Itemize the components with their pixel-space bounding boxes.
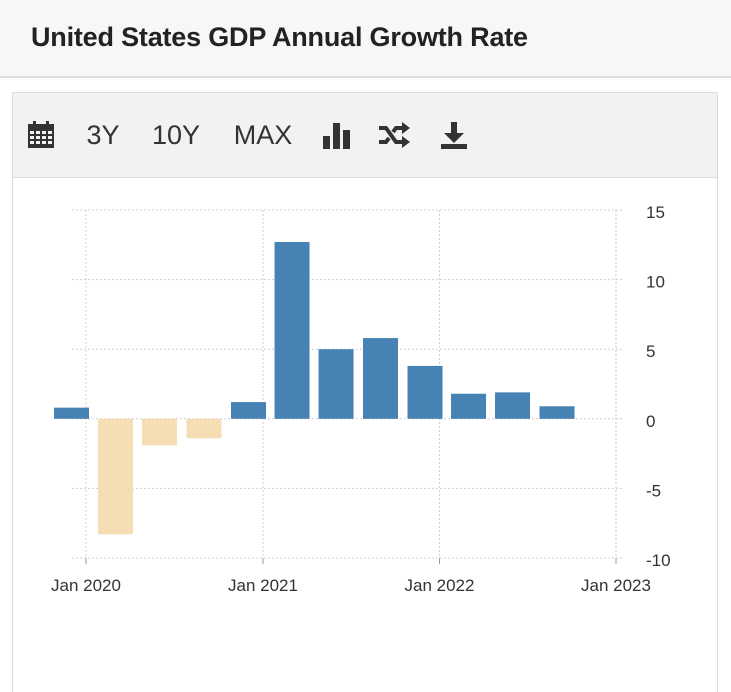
bar xyxy=(451,393,487,419)
y-tick-label: 10 xyxy=(646,273,665,292)
bar xyxy=(407,365,443,419)
page-title: United States GDP Annual Growth Rate xyxy=(31,22,528,52)
calendar-icon xyxy=(28,121,54,148)
chart-bars xyxy=(54,242,575,535)
bar xyxy=(54,407,90,419)
y-tick-label: 0 xyxy=(646,412,655,431)
page-header: United States GDP Annual Growth Rate xyxy=(0,0,731,78)
chart-axis-labels: 15 10 5 0 -5 -10 Jan 2020 Jan 2021 Jan 2022 Jan 2… xyxy=(51,203,671,595)
download-button[interactable] xyxy=(438,93,470,177)
x-tick-label: Jan 2020 xyxy=(51,576,121,595)
bar xyxy=(495,392,531,419)
chart-toolbar: 3Y 10Y MAX xyxy=(13,93,717,178)
bar xyxy=(186,418,222,439)
y-tick-label: 15 xyxy=(646,203,665,222)
gdp-bar-chart: 15 10 5 0 -5 -10 Jan 2020 Jan 2021 Jan 2022 Jan 2… xyxy=(51,203,671,595)
y-tick-label: -10 xyxy=(646,551,671,570)
bar xyxy=(231,402,267,419)
bar xyxy=(363,338,399,419)
range-3y-button[interactable]: 3Y xyxy=(86,119,120,150)
range-max-button[interactable]: MAX xyxy=(233,119,293,150)
range-10y-button[interactable]: 10Y xyxy=(151,119,201,150)
x-tick-label: Jan 2021 xyxy=(228,576,298,595)
shuffle-icon xyxy=(379,122,410,148)
x-tick-label: Jan 2023 xyxy=(581,576,651,595)
compare-button[interactable] xyxy=(376,93,412,177)
calendar-button[interactable] xyxy=(25,93,57,177)
download-icon xyxy=(441,122,467,149)
chart-grid xyxy=(72,209,622,564)
y-tick-label: -5 xyxy=(646,481,661,500)
x-tick-label: Jan 2022 xyxy=(405,576,475,595)
chart-type-button[interactable] xyxy=(321,93,353,177)
bar xyxy=(98,418,134,535)
y-tick-label: 5 xyxy=(646,342,655,361)
bar xyxy=(274,242,310,419)
bar-chart-icon xyxy=(323,123,350,149)
bar xyxy=(318,349,354,419)
bar xyxy=(539,406,575,419)
bar xyxy=(142,418,178,446)
